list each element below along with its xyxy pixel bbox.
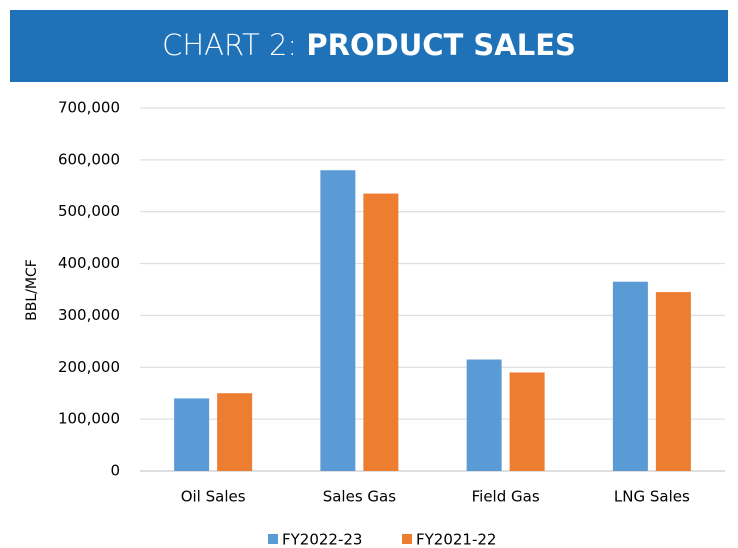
bar	[363, 193, 399, 472]
bar	[320, 170, 356, 471]
legend-swatch	[402, 534, 412, 544]
bar	[174, 398, 210, 471]
x-tick-label: Oil Sales	[181, 488, 246, 506]
bar	[655, 292, 691, 471]
y-tick-label: 700,000	[58, 99, 120, 117]
y-tick-label: 500,000	[58, 202, 120, 220]
legend-label: FY2022-23	[282, 531, 362, 548]
bar	[217, 393, 253, 471]
y-tick-label: 300,000	[58, 306, 120, 324]
x-tick-label: LNG Sales	[614, 488, 690, 506]
chart-title-group: CHART 2: PRODUCT SALES	[162, 28, 576, 62]
y-axis-label: BBL/MCF	[24, 259, 40, 321]
legend-label: FY2021-22	[416, 531, 496, 548]
y-tick-label: 0	[110, 462, 120, 480]
y-tick-label: 200,000	[58, 358, 120, 376]
title-banner	[10, 10, 728, 82]
x-tick-label: Field Gas	[472, 488, 540, 506]
bar	[612, 281, 648, 471]
y-tick-label: 100,000	[58, 410, 120, 428]
bar	[466, 359, 502, 471]
title-label: CHART 2:	[162, 28, 297, 62]
y-tick-label: 600,000	[58, 150, 120, 168]
bar	[509, 372, 545, 471]
legend-swatch	[268, 534, 278, 544]
x-tick-label: Sales Gas	[323, 488, 397, 506]
y-tick-label: 400,000	[58, 254, 120, 272]
chart-title: PRODUCT SALES	[306, 28, 576, 62]
